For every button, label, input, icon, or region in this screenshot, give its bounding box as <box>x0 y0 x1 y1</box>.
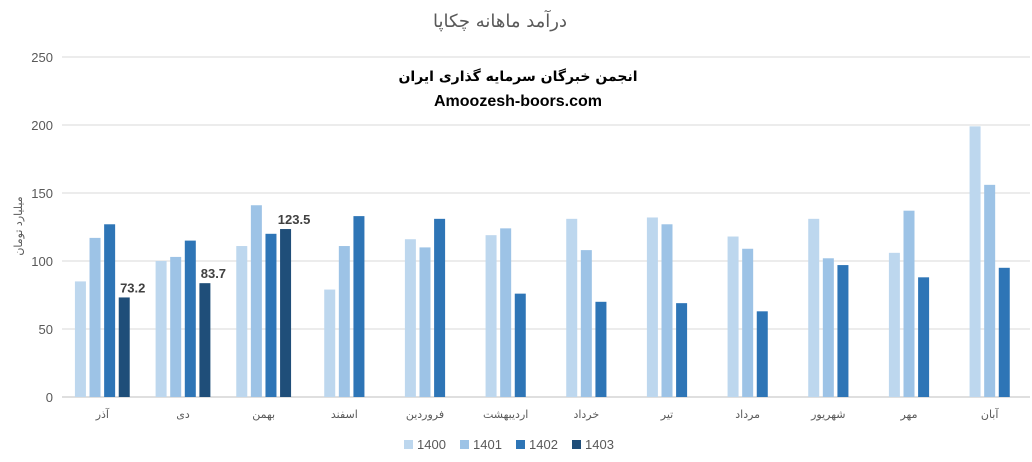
bar-1401 <box>903 210 915 397</box>
bar-1402 <box>998 267 1010 397</box>
x-tick-label: شهریور <box>810 408 845 421</box>
bar-1402 <box>353 216 365 397</box>
x-tick-label: مهر <box>899 408 917 421</box>
watermark-org-name: انجمن خبرگان سرمایه گذاری ایران <box>398 68 637 85</box>
bar-1401 <box>89 237 101 397</box>
x-tick-label: تیر <box>660 408 673 421</box>
bar-1400 <box>324 289 336 397</box>
x-tick-label: بهمن <box>252 408 275 421</box>
y-axis-label: میلیارد تومان <box>12 196 25 255</box>
legend-label: 1402 <box>529 437 558 452</box>
bar-1401 <box>822 258 834 397</box>
bar-1403 <box>280 229 292 397</box>
x-tick-label: مرداد <box>735 408 760 421</box>
y-tick-label: 100 <box>31 254 53 269</box>
legend-swatch-1400 <box>404 440 413 449</box>
bar-1400 <box>727 236 739 397</box>
bar-1402 <box>184 240 196 397</box>
bar-1401 <box>580 250 592 397</box>
legend-swatch-1401 <box>460 440 469 449</box>
bar-1400 <box>155 261 167 397</box>
bar-1402 <box>514 293 526 397</box>
bar-1402 <box>595 301 607 397</box>
bar-1401 <box>250 205 262 397</box>
bar-1403 <box>199 283 211 397</box>
bar-1400 <box>485 235 497 397</box>
bar-1400 <box>888 252 900 397</box>
bar-1400 <box>74 281 86 397</box>
x-tick-label: اردیبهشت <box>483 408 528 421</box>
bar-1400 <box>404 239 416 397</box>
legend-label: 1401 <box>473 437 502 452</box>
x-tick-label: فروردین <box>406 408 444 421</box>
bar-1401 <box>338 246 350 397</box>
bar-1402 <box>676 303 688 397</box>
bar-1400 <box>969 126 981 398</box>
gridlines <box>62 56 1030 398</box>
x-tick-label: خرداد <box>573 408 599 421</box>
bar-1401 <box>742 248 754 397</box>
bar-1400 <box>808 218 820 397</box>
bar-1401 <box>500 228 512 397</box>
y-tick-label: 50 <box>39 322 53 337</box>
legend-label: 1403 <box>585 437 614 452</box>
bar-1402 <box>434 218 446 397</box>
data-label: 73.2 <box>120 280 145 295</box>
bar-1402 <box>837 265 849 397</box>
bar-1403 <box>118 297 130 397</box>
bar-1400 <box>646 217 658 397</box>
x-tick-label: اسفند <box>331 408 358 421</box>
y-tick-label: 200 <box>31 118 53 133</box>
legend-swatch-1403 <box>572 440 581 449</box>
chart-title: درآمد ماهانه چکاپا <box>433 9 567 32</box>
bar-1402 <box>104 224 116 397</box>
x-axis-labels: آذر دی بهمن اسفند فروردین اردیبهشت خرداد تیر مرد… <box>95 407 1000 421</box>
x-tick-label: آبان <box>981 407 999 421</box>
data-label: 123.5 <box>278 212 311 227</box>
y-axis-ticks: 0 50 100 150 200 250 <box>31 50 53 405</box>
y-tick-label: 0 <box>46 390 53 405</box>
bar-1401 <box>419 247 431 397</box>
legend-swatch-1402 <box>516 440 525 449</box>
legend-label: 1400 <box>417 437 446 452</box>
bar-1402 <box>265 233 277 397</box>
data-labels: 73.2 83.7 123.5 <box>120 212 310 295</box>
bar-1402 <box>756 311 768 397</box>
legend: 1400 1401 1402 1403 <box>404 437 614 452</box>
y-tick-label: 250 <box>31 50 53 65</box>
x-tick-label: دی <box>176 408 190 421</box>
bar-1401 <box>661 224 673 397</box>
bar-1400 <box>236 246 248 397</box>
bar-1402 <box>918 277 930 397</box>
bar-1400 <box>566 218 578 397</box>
watermark-website: Amoozesh-boors.com <box>434 93 602 110</box>
y-tick-label: 150 <box>31 186 53 201</box>
bars <box>74 126 1010 398</box>
x-tick-label: آذر <box>95 407 110 421</box>
bar-1401 <box>984 184 996 397</box>
data-label: 83.7 <box>201 266 226 281</box>
bar-1401 <box>170 256 182 397</box>
